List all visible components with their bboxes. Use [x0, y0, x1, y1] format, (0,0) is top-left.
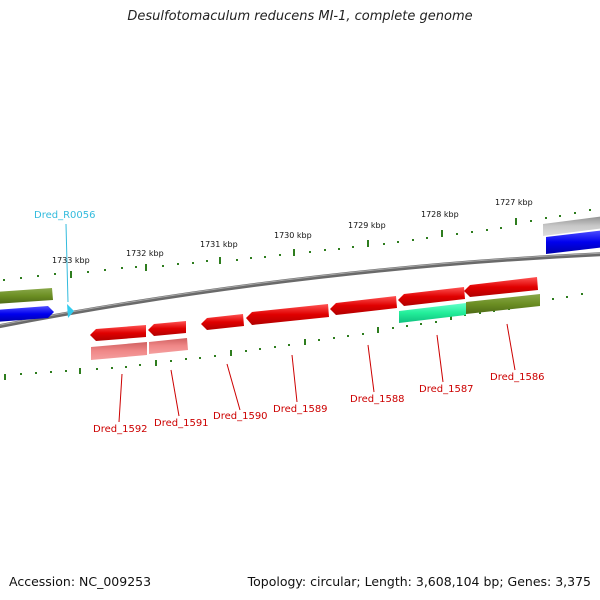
gene-dred-1591 — [148, 321, 186, 336]
scale-label: 1731 kbp — [200, 240, 238, 249]
gene-dred-1588 — [330, 296, 397, 315]
gene-dred-1587-teal — [399, 303, 466, 323]
gene-label: Dred_1588 — [350, 394, 405, 405]
feature-labels: Dred_R0056 Dred_1592 Dred_1591 Dred_1590… — [34, 210, 545, 435]
reverse-strand-features — [90, 277, 540, 360]
gene-gray-right — [543, 216, 600, 236]
gene-olive-left — [0, 288, 53, 304]
scale-label: 1732 kbp — [126, 249, 164, 258]
gene-blue-right — [546, 230, 600, 254]
scale-label: 1729 kbp — [348, 221, 386, 230]
forward-strand-features — [0, 216, 600, 322]
map-title: Desulfotomaculum reducens MI-1, complete… — [127, 9, 473, 24]
gene-dred-1592 — [90, 325, 146, 341]
gene-label: Dred_1592 — [93, 424, 148, 435]
gene-dred-1589 — [246, 304, 329, 325]
gene-label: Dred_1591 — [154, 418, 209, 429]
scale-label: 1733 kbp — [52, 256, 90, 265]
gene-label: Dred_1586 — [490, 372, 545, 383]
gene-dred-1590 — [201, 314, 244, 330]
gene-dred-1592-shadow — [91, 342, 147, 360]
gene-dred-1586-olive — [466, 294, 540, 314]
gene-label: Dred_1589 — [273, 404, 328, 415]
genome-summary-text: Topology: circular; Length: 3,608,104 bp… — [247, 574, 591, 589]
gene-label: Dred_1587 — [419, 384, 474, 395]
rna-dred-r0056 — [67, 304, 74, 318]
accession-text: Accession: NC_009253 — [9, 574, 152, 589]
gene-blue-left — [0, 306, 54, 322]
label-leaders — [65, 223, 516, 423]
gene-dred-1586 — [464, 277, 538, 297]
gene-dred-1587 — [398, 287, 465, 306]
outer-tick-track — [3, 209, 591, 281]
scale-labels: 1727 kbp 1728 kbp 1729 kbp 1730 kbp 1731… — [52, 198, 533, 265]
scale-label: 1730 kbp — [274, 231, 312, 240]
genome-backbone — [0, 252, 600, 329]
rna-label: Dred_R0056 — [34, 210, 96, 221]
scale-label: 1727 kbp — [495, 198, 533, 207]
genome-backbone-highlight — [0, 252, 600, 326]
gene-dred-1591-shadow — [149, 338, 188, 354]
scale-label: 1728 kbp — [421, 210, 459, 219]
gene-label: Dred_1590 — [213, 411, 268, 422]
